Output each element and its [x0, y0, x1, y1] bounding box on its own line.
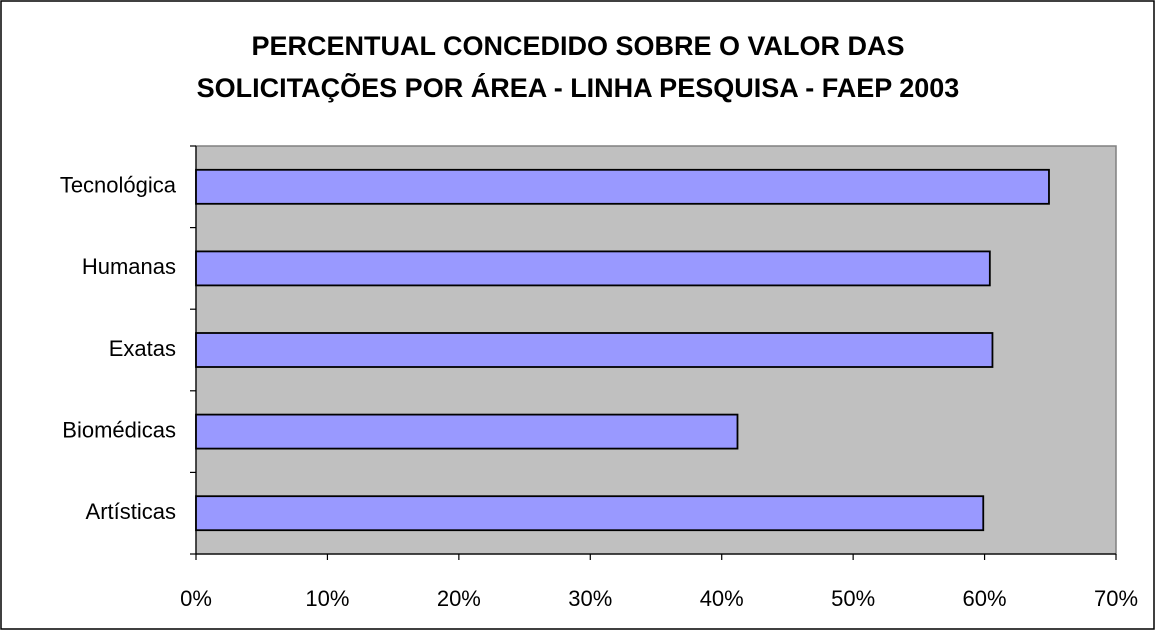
x-tick-label: 60% [963, 586, 1007, 611]
bar [195, 250, 991, 287]
chart-title: SOLICITAÇÕES POR ÁREA - LINHA PESQUISA -… [197, 72, 960, 103]
x-tick-label: 70% [1094, 586, 1138, 611]
x-tick-label: 30% [568, 586, 612, 611]
bar [195, 495, 985, 532]
bar [195, 168, 1050, 205]
x-tick-label: 10% [305, 586, 349, 611]
x-tick-label: 0% [180, 586, 212, 611]
x-tick-label: 40% [700, 586, 744, 611]
x-tick-label: 20% [437, 586, 481, 611]
y-tick-label: Artísticas [86, 499, 176, 524]
bar [195, 332, 994, 368]
y-tick-label: Tecnológica [60, 173, 177, 198]
y-tick-label: Humanas [82, 254, 176, 279]
y-tick-label: Biomédicas [62, 417, 176, 442]
chart-title: PERCENTUAL CONCEDIDO SOBRE O VALOR DAS [251, 31, 904, 61]
y-tick-label: Exatas [109, 336, 176, 361]
bar [195, 413, 739, 450]
x-tick-label: 50% [831, 586, 875, 611]
